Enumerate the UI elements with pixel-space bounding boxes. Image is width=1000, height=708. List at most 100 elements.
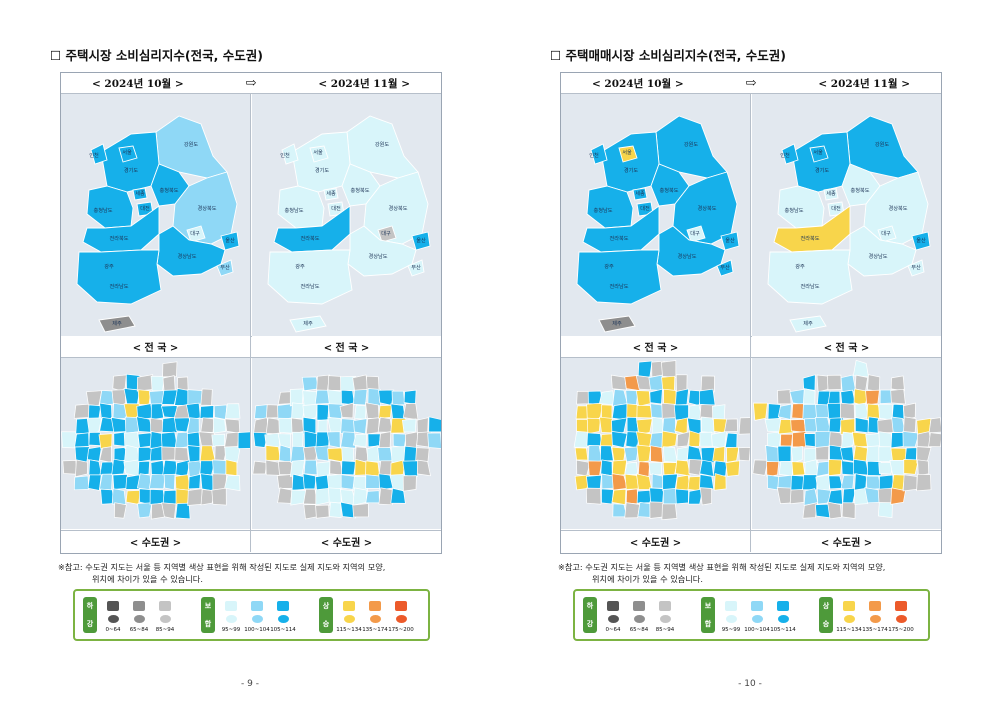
district-area — [316, 404, 330, 421]
district-area — [636, 418, 653, 435]
district-area — [62, 460, 78, 475]
district-area — [865, 389, 880, 406]
district-area — [661, 360, 677, 378]
district-area — [416, 459, 431, 477]
region-label-jeonbuk: 전라북도 — [300, 234, 319, 242]
district-area — [688, 488, 704, 505]
district-area — [162, 361, 178, 378]
legend-tag-bottom: 승 — [322, 620, 330, 628]
legend-swatch — [107, 601, 119, 611]
district-area — [789, 489, 805, 505]
district-area — [390, 403, 406, 420]
district-area — [928, 417, 941, 434]
legend-range-label: 100~104 — [744, 627, 770, 633]
legend-range-label: 85~94 — [655, 627, 675, 633]
district-area — [916, 431, 932, 448]
region-label-sejong: 세종 — [135, 189, 145, 197]
region-ulsan — [720, 231, 740, 251]
district-area — [611, 459, 628, 477]
district-area — [661, 503, 678, 521]
legend-swatch — [659, 601, 671, 611]
district-area — [724, 418, 738, 433]
region-jeonnam — [267, 249, 353, 305]
district-area — [224, 475, 241, 492]
district-area — [778, 460, 794, 477]
district-area — [137, 389, 152, 406]
region-incheon — [90, 143, 108, 165]
region-seoul — [118, 145, 138, 163]
region-sejong — [323, 187, 339, 201]
district-area — [378, 487, 393, 506]
legend-swatch — [251, 601, 263, 611]
region-label-gyeongnam: 경상남도 — [177, 252, 196, 260]
region-sejong — [823, 187, 839, 201]
legend-tag-bottom: 합 — [204, 620, 212, 628]
district-area — [802, 502, 818, 519]
district-area — [137, 446, 153, 463]
region-label-busan: 부산 — [220, 263, 230, 271]
district-area — [427, 432, 441, 449]
district-area — [173, 417, 191, 433]
district-area — [200, 388, 213, 406]
region-busan — [907, 259, 925, 277]
district-area — [303, 459, 318, 476]
district-area — [867, 460, 882, 476]
legend-icon — [607, 615, 619, 623]
region-label-daejeon: 대전 — [140, 204, 150, 212]
region-chungnam — [277, 185, 325, 229]
district-area — [353, 418, 368, 435]
region-label-gangwon: 강원도 — [875, 140, 890, 148]
district-area — [803, 447, 819, 464]
label-national-nov: < 전 국 > — [252, 336, 441, 356]
label-national-oct: < 전 국 > — [61, 336, 250, 356]
district-area — [137, 502, 153, 519]
district-area — [792, 431, 807, 448]
region-label-daejeon: 대전 — [831, 204, 841, 212]
district-area — [292, 431, 304, 448]
region-label-gwangju: 광주 — [104, 263, 114, 270]
region-label-sejong: 세종 — [326, 189, 336, 197]
region-daegu — [686, 225, 706, 243]
district-area — [854, 374, 868, 392]
district-area — [150, 375, 166, 392]
legend-icon — [895, 615, 907, 623]
district-area — [354, 404, 367, 420]
region-seoul — [309, 145, 329, 163]
district-area — [352, 433, 367, 448]
district-area — [903, 459, 919, 475]
district-area — [699, 474, 715, 490]
region-ulsan — [220, 231, 240, 251]
region-label-sejong: 세종 — [635, 189, 645, 197]
region-label-sejong: 세종 — [826, 189, 836, 197]
district-area — [802, 474, 818, 491]
district-area — [352, 389, 368, 406]
district-area — [378, 404, 392, 419]
region-label-ulsan: 울산 — [416, 236, 426, 244]
region-label-daejeon: 대전 — [640, 204, 650, 212]
district-area — [224, 431, 240, 449]
region-label-chungbuk: 충청북도 — [350, 186, 369, 194]
region-label-jeonnam: 전라남도 — [109, 282, 128, 290]
district-area — [573, 431, 589, 448]
district-area — [224, 446, 241, 463]
district-area — [327, 447, 343, 463]
legend-range-label: 115~134 — [336, 627, 362, 633]
district-area — [365, 417, 380, 435]
legend-swatch — [895, 601, 907, 611]
district-area — [752, 459, 769, 476]
region-busan — [716, 259, 734, 277]
district-area — [326, 473, 344, 491]
region-label-ulsan: 울산 — [916, 236, 926, 244]
legend-swatch — [277, 601, 289, 611]
district-area — [200, 417, 215, 433]
district-area — [865, 475, 882, 490]
header-oct: < 2024년 10월 > — [91, 77, 184, 90]
district-area — [150, 403, 164, 421]
district-area — [367, 433, 381, 448]
legend-range-label: 100~104 — [244, 627, 270, 633]
region-jeonnam — [576, 249, 662, 305]
label-capital-nov: < 수도권 > — [752, 531, 941, 551]
legend-tag-bottom: 강 — [586, 620, 594, 628]
